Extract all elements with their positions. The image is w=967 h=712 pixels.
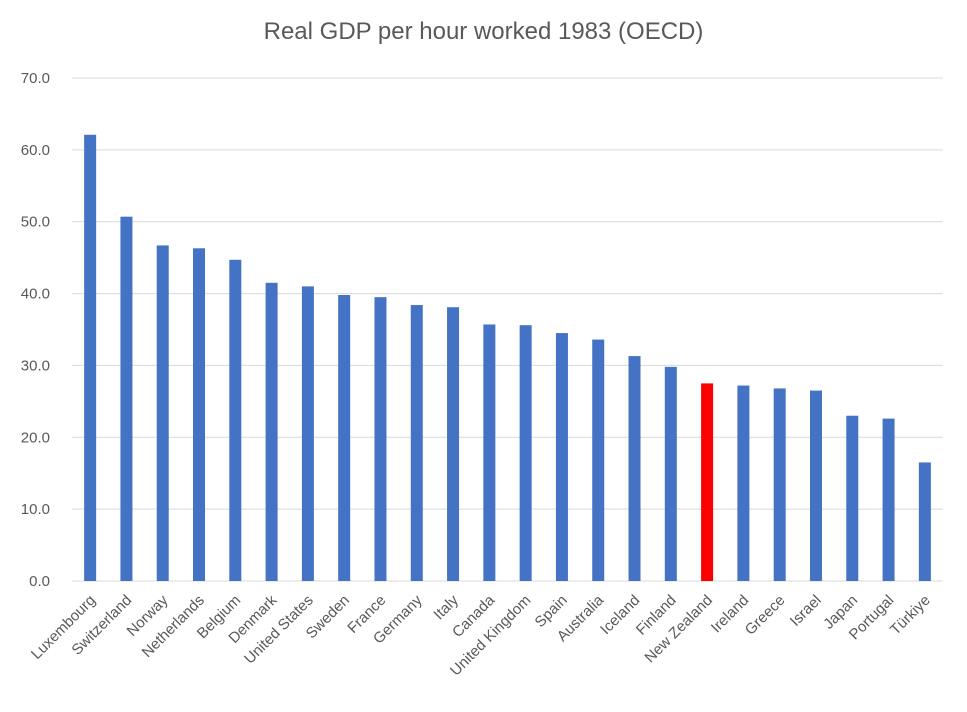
- bar-italy: [447, 307, 460, 581]
- bar-united-states: [301, 286, 314, 581]
- x-tick-label: Italy: [430, 591, 462, 623]
- bar-portugal: [882, 418, 895, 581]
- y-tick-label: 70.0: [21, 70, 50, 87]
- bar-norway: [156, 245, 169, 582]
- bar-australia: [592, 339, 605, 581]
- bar-new-zealand: [701, 383, 714, 581]
- bar-germany: [410, 305, 423, 581]
- chart-title: Real GDP per hour worked 1983 (OECD): [263, 18, 704, 45]
- bar-united-kingdom: [519, 325, 532, 581]
- x-tick-label: Israel: [787, 592, 825, 630]
- y-tick-label: 50.0: [21, 214, 50, 231]
- bar-finland: [664, 366, 677, 581]
- bar-belgium: [229, 259, 242, 581]
- y-tick-label: 30.0: [21, 357, 50, 374]
- x-axis-labels: LuxembourgSwitzerlandNorwayNetherlandsBe…: [28, 591, 934, 679]
- bar-canada: [483, 324, 496, 581]
- bar-israel: [809, 390, 822, 581]
- y-axis-ticks: 0.0 10.0 20.0 30.0 40.0 50.0 60.0 70.0: [21, 70, 50, 590]
- bar-t-rkiye: [918, 462, 931, 581]
- bar-greece: [773, 388, 786, 581]
- y-tick-label: 40.0: [21, 286, 50, 303]
- y-tick-label: 0.0: [29, 573, 50, 590]
- bar-ireland: [737, 385, 750, 581]
- x-tick-label: Greece: [742, 592, 789, 639]
- bar-spain: [555, 333, 568, 581]
- bar-netherlands: [193, 248, 206, 581]
- bar-iceland: [628, 356, 641, 581]
- y-tick-label: 10.0: [21, 501, 50, 518]
- y-tick-label: 20.0: [21, 429, 50, 446]
- bar-switzerland: [120, 216, 133, 582]
- x-tick-label: Türkiye: [887, 592, 934, 639]
- bar-luxembourg: [84, 134, 97, 581]
- bars: [84, 134, 931, 582]
- bar-japan: [846, 415, 859, 581]
- gridlines: [72, 77, 943, 582]
- bar-sweden: [338, 295, 351, 581]
- bar-denmark: [265, 282, 278, 581]
- bar-france: [374, 297, 387, 581]
- y-tick-label: 60.0: [21, 142, 50, 159]
